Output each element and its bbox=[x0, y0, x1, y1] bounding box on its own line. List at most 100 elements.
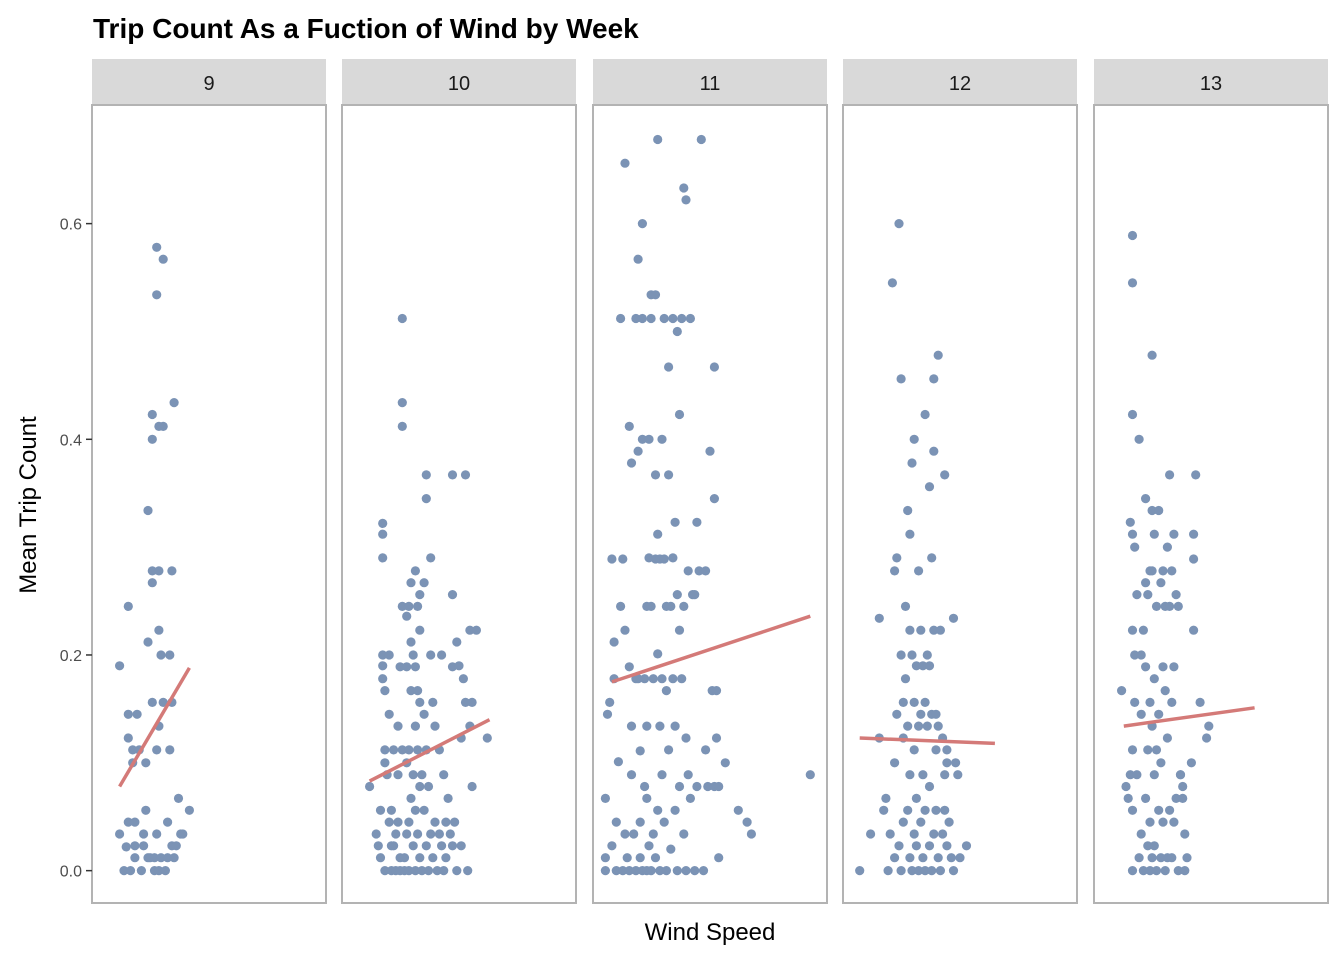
data-point bbox=[447, 841, 458, 851]
data-point bbox=[386, 805, 396, 815]
data-point bbox=[633, 254, 643, 264]
data-point bbox=[428, 853, 438, 863]
data-point bbox=[909, 745, 919, 755]
data-point bbox=[152, 829, 162, 839]
data-point bbox=[154, 866, 164, 876]
facet-strip bbox=[342, 59, 576, 105]
data-point bbox=[378, 650, 388, 660]
data-point bbox=[637, 313, 648, 324]
data-point bbox=[600, 793, 611, 804]
data-point bbox=[694, 566, 704, 576]
trend-line bbox=[118, 667, 191, 788]
data-point bbox=[655, 866, 665, 876]
data-point bbox=[657, 770, 667, 780]
facet-panel-9: 9 bbox=[91, 59, 327, 904]
data-point bbox=[924, 661, 935, 671]
data-point bbox=[1162, 733, 1172, 743]
data-point bbox=[892, 709, 902, 719]
facet-strip bbox=[92, 59, 326, 105]
data-point bbox=[1202, 733, 1212, 743]
data-point bbox=[130, 841, 140, 851]
data-point bbox=[1123, 793, 1133, 804]
data-point bbox=[681, 733, 691, 743]
data-point bbox=[158, 421, 168, 431]
data-point bbox=[1171, 793, 1181, 804]
data-point bbox=[940, 470, 950, 480]
data-point bbox=[467, 781, 477, 792]
data-point bbox=[408, 841, 418, 851]
data-point bbox=[890, 758, 900, 768]
data-point bbox=[1156, 578, 1166, 588]
data-point bbox=[931, 745, 941, 755]
data-point bbox=[1132, 590, 1142, 600]
data-point bbox=[389, 841, 399, 851]
trend-line bbox=[859, 736, 995, 746]
data-point bbox=[948, 613, 959, 623]
data-point bbox=[600, 853, 611, 863]
data-point bbox=[655, 721, 665, 731]
data-point bbox=[855, 866, 865, 876]
data-point bbox=[460, 470, 471, 480]
data-point bbox=[635, 817, 645, 827]
data-point bbox=[635, 746, 645, 756]
data-point bbox=[389, 745, 399, 755]
data-point bbox=[415, 697, 425, 708]
data-point bbox=[692, 517, 702, 527]
data-point bbox=[458, 674, 468, 684]
data-point bbox=[115, 661, 125, 671]
data-point bbox=[397, 745, 407, 755]
data-point bbox=[373, 841, 383, 851]
y-tick-label: 0.0 bbox=[60, 864, 82, 881]
data-point bbox=[633, 674, 643, 684]
facet-strip-label: 10 bbox=[448, 73, 470, 95]
data-point bbox=[714, 781, 724, 792]
data-point bbox=[1121, 781, 1131, 792]
data-point bbox=[156, 853, 166, 863]
data-point bbox=[1171, 590, 1181, 600]
data-point bbox=[1117, 686, 1127, 696]
data-point bbox=[375, 805, 386, 815]
data-point bbox=[439, 770, 449, 780]
data-point bbox=[914, 866, 924, 876]
trend-line bbox=[611, 614, 811, 684]
data-point bbox=[661, 686, 672, 696]
data-point bbox=[410, 805, 420, 815]
data-point bbox=[935, 625, 946, 635]
data-point bbox=[1130, 650, 1140, 660]
data-point bbox=[866, 829, 876, 839]
data-point bbox=[914, 721, 924, 731]
data-point bbox=[657, 434, 667, 444]
y-tick-label: 0.2 bbox=[60, 648, 82, 665]
data-point bbox=[613, 757, 624, 767]
data-point bbox=[1127, 409, 1138, 420]
data-point bbox=[1147, 350, 1157, 360]
data-point bbox=[896, 650, 906, 660]
data-point bbox=[929, 446, 939, 456]
data-point bbox=[920, 866, 930, 876]
data-point bbox=[139, 841, 149, 851]
data-point bbox=[927, 553, 937, 563]
data-point bbox=[1127, 278, 1138, 288]
data-point bbox=[653, 134, 663, 145]
data-point bbox=[378, 529, 388, 539]
data-point bbox=[696, 134, 706, 145]
data-point bbox=[624, 866, 634, 876]
data-point bbox=[1189, 554, 1199, 564]
data-point bbox=[672, 866, 682, 876]
data-point bbox=[918, 770, 928, 780]
data-point bbox=[443, 793, 453, 804]
data-point bbox=[626, 770, 637, 780]
y-axis-title: Mean Trip Count bbox=[15, 416, 42, 594]
data-point bbox=[938, 829, 948, 839]
data-point bbox=[1178, 793, 1188, 804]
data-point bbox=[905, 853, 915, 863]
data-point bbox=[701, 745, 711, 755]
data-point bbox=[423, 866, 434, 876]
data-point bbox=[154, 625, 164, 635]
data-point bbox=[611, 817, 621, 827]
data-point bbox=[173, 793, 184, 804]
data-point bbox=[698, 866, 709, 876]
data-point bbox=[609, 637, 619, 647]
data-point bbox=[410, 866, 420, 876]
data-point bbox=[714, 853, 724, 863]
